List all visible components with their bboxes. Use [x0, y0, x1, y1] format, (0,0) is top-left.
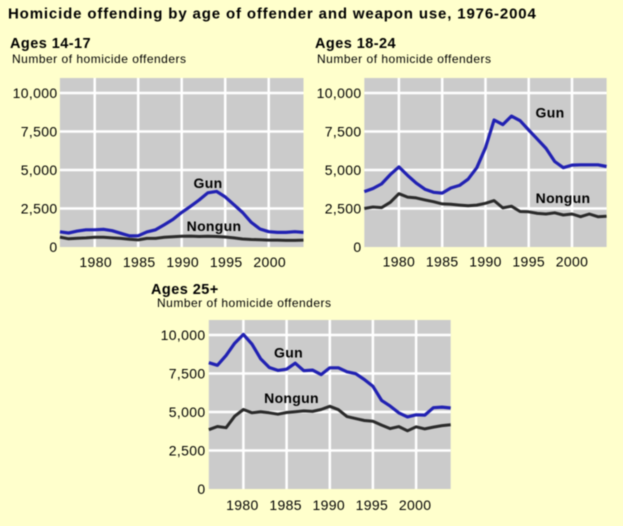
svg-text:Gun: Gun: [194, 175, 223, 191]
svg-text:2,500: 2,500: [325, 201, 362, 217]
svg-text:Nongun: Nongun: [536, 190, 591, 206]
svg-text:7,500: 7,500: [21, 124, 58, 140]
svg-text:Number of homicide offenders: Number of homicide offenders: [157, 296, 332, 310]
svg-text:1990: 1990: [313, 497, 346, 513]
svg-text:1995: 1995: [512, 254, 545, 270]
svg-text:10,000: 10,000: [317, 85, 362, 101]
svg-text:1980: 1980: [79, 254, 112, 270]
svg-text:10,000: 10,000: [13, 85, 58, 101]
svg-text:10,000: 10,000: [161, 327, 206, 343]
svg-text:Gun: Gun: [274, 345, 303, 361]
svg-text:7,500: 7,500: [325, 124, 362, 140]
svg-text:1995: 1995: [356, 497, 389, 513]
svg-text:1980: 1980: [226, 497, 259, 513]
svg-text:Ages 14-17: Ages 14-17: [10, 36, 91, 52]
svg-text:Number of homicide offenders: Number of homicide offenders: [317, 52, 492, 66]
svg-text:2000: 2000: [253, 254, 286, 270]
svg-text:Ages 18-24: Ages 18-24: [315, 36, 396, 52]
svg-text:1995: 1995: [210, 254, 243, 270]
svg-text:1985: 1985: [269, 497, 302, 513]
svg-text:5,000: 5,000: [325, 162, 362, 178]
svg-text:1990: 1990: [166, 254, 199, 270]
svg-text:Nongun: Nongun: [264, 390, 319, 406]
svg-text:Gun: Gun: [536, 105, 565, 121]
svg-text:0: 0: [197, 481, 205, 497]
svg-text:2,500: 2,500: [169, 443, 206, 459]
svg-text:5,000: 5,000: [21, 162, 58, 178]
svg-text:1985: 1985: [426, 254, 459, 270]
svg-text:Number of homicide offenders: Number of homicide offenders: [12, 52, 187, 66]
svg-text:5,000: 5,000: [169, 404, 206, 420]
svg-text:Ages 25+: Ages 25+: [151, 282, 219, 298]
svg-text:1980: 1980: [383, 254, 416, 270]
svg-text:2000: 2000: [399, 497, 432, 513]
svg-text:0: 0: [353, 239, 361, 255]
svg-text:1985: 1985: [123, 254, 156, 270]
svg-text:Nongun: Nongun: [187, 218, 242, 234]
svg-text:2000: 2000: [556, 254, 589, 270]
svg-text:2,500: 2,500: [21, 201, 58, 217]
svg-text:1990: 1990: [469, 254, 502, 270]
svg-text:7,500: 7,500: [169, 366, 206, 382]
svg-text:Homicide offending by age of o: Homicide offending by age of offender an…: [8, 6, 537, 23]
svg-text:0: 0: [49, 239, 57, 255]
